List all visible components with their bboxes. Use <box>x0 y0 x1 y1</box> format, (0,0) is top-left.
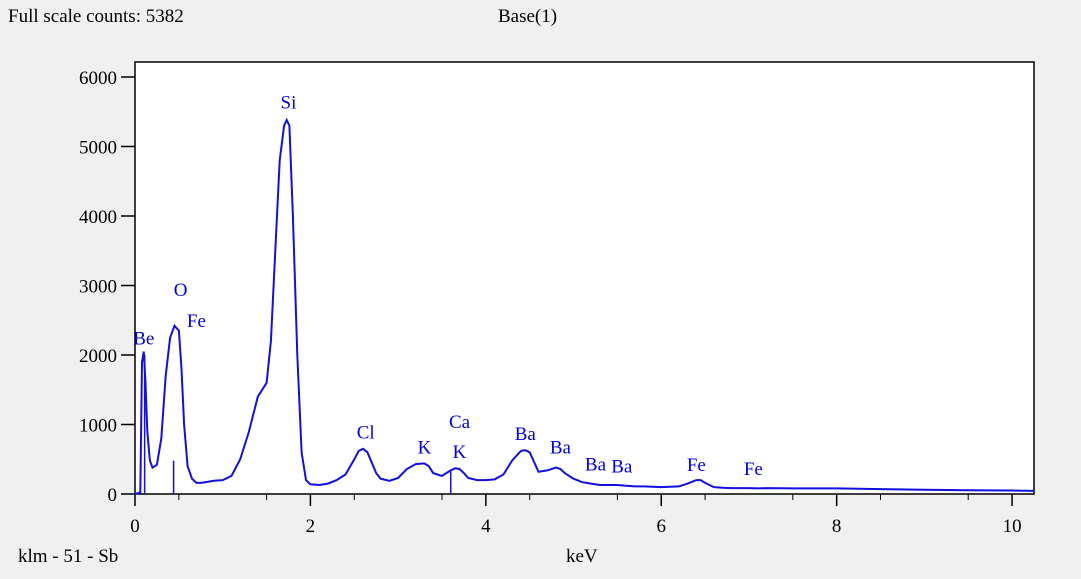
spectrum-title: Base(1) <box>498 6 558 27</box>
peak-label-ba: Ba <box>611 456 633 477</box>
peak-label-cl: Cl <box>357 422 375 443</box>
peak-label-k: K <box>453 442 467 463</box>
peak-label-ba: Ba <box>515 424 537 445</box>
peak-label-si: Si <box>281 92 297 113</box>
peak-label-ba: Ba <box>550 438 572 459</box>
x-axis-label: keV <box>566 546 598 567</box>
full-scale-counts: Full scale counts: 5382 <box>8 6 184 27</box>
x-tick-label: 10 <box>1003 516 1022 537</box>
peak-label-ca: Ca <box>449 412 471 433</box>
y-tick-label: 4000 <box>79 207 117 228</box>
peak-label-k: K <box>418 438 432 459</box>
x-tick-label: 6 <box>656 516 666 537</box>
x-tick-label: 0 <box>130 516 140 537</box>
y-tick-label: 3000 <box>79 277 117 298</box>
y-tick-label: 5000 <box>79 138 117 159</box>
peak-label-be: Be <box>133 329 154 350</box>
peak-label-o: O <box>174 280 188 301</box>
sample-label: klm - 51 - Sb <box>18 546 119 567</box>
y-axis: 0 1000 2000 3000 4000 5000 6000 <box>79 68 135 506</box>
y-tick-label: 2000 <box>79 346 117 367</box>
x-axis: 0 2 4 6 8 10 <box>130 494 1022 537</box>
x-tick-label: 4 <box>481 516 491 537</box>
spectrum-line <box>134 117 1035 495</box>
x-tick-label: 2 <box>306 516 316 537</box>
y-tick-label: 1000 <box>79 416 117 437</box>
plot-area <box>134 61 1035 495</box>
peak-label-fe: Fe <box>744 459 763 480</box>
y-tick-label: 0 <box>108 485 118 506</box>
peak-label-ba: Ba <box>585 454 607 475</box>
y-tick-label: 6000 <box>79 68 117 89</box>
peak-label-fe: Fe <box>687 455 706 476</box>
peak-label-fe: Fe <box>187 311 206 332</box>
x-tick-label: 8 <box>832 516 842 537</box>
